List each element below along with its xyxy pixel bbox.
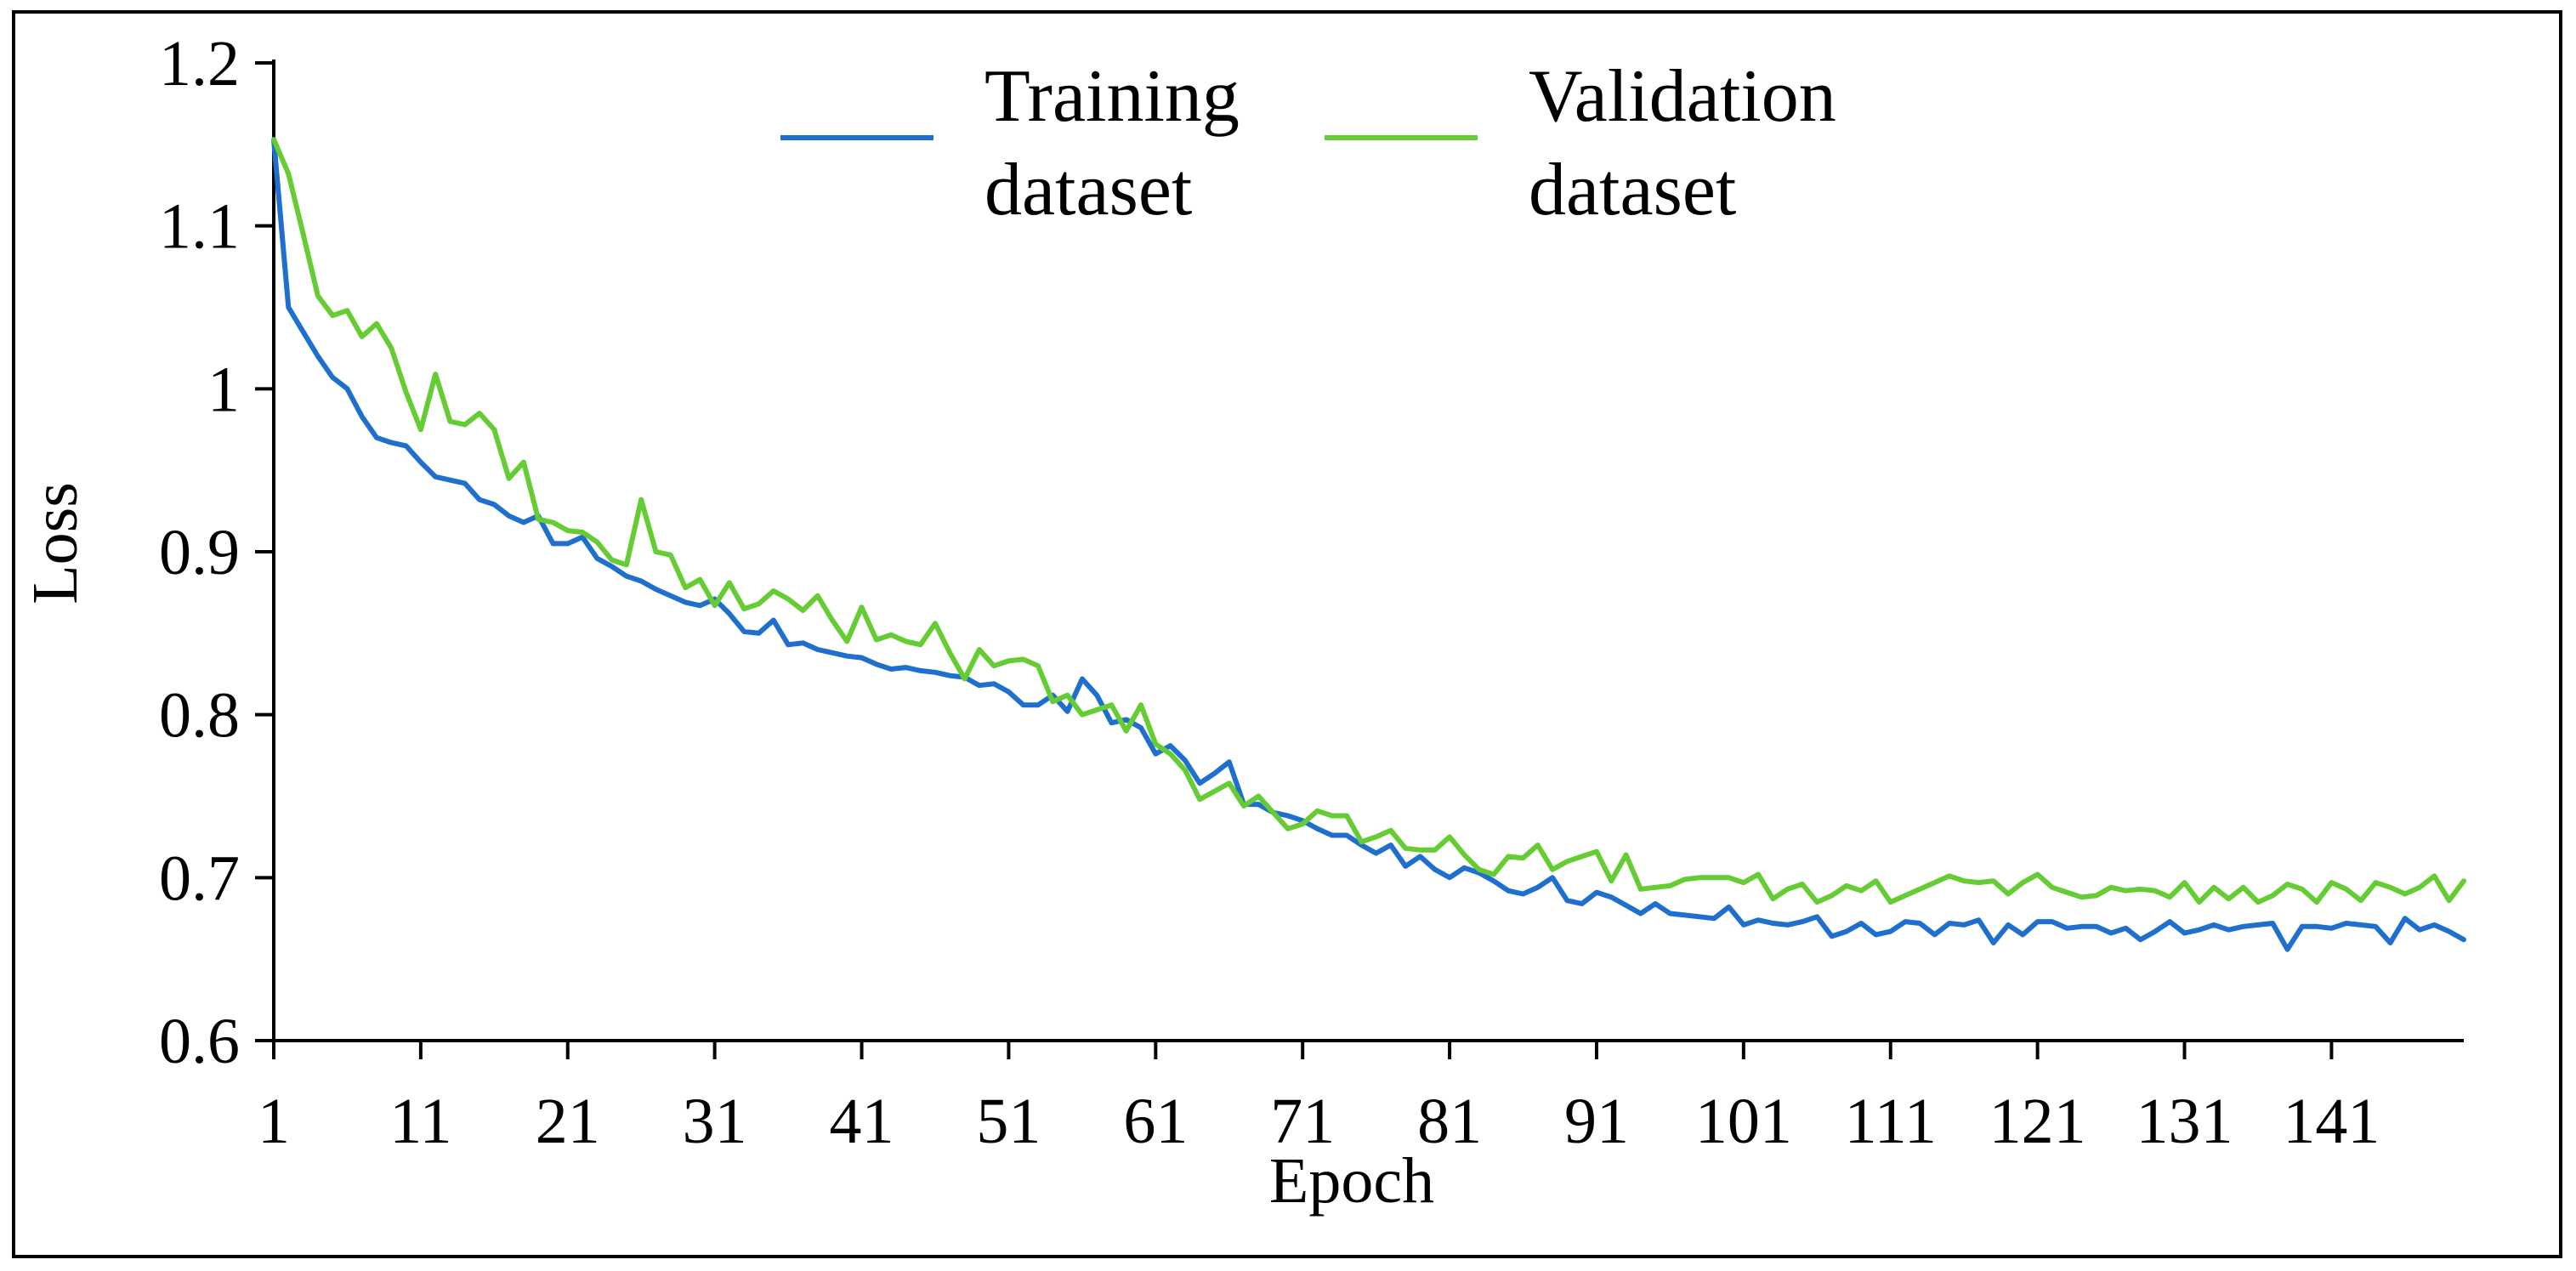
y-axis-label: Loss [20,482,91,604]
legend-label-training-dataset-line2: dataset [984,149,1192,231]
series-line-validation-dataset [271,137,2466,905]
x-tick-label: 91 [1564,1086,1629,1157]
legend: Training dataset Validation dataset [780,55,1836,231]
y-tick-label: 0.7 [159,843,240,914]
x-axis-label: Epoch [1269,1145,1434,1217]
y-tick-label: 1.1 [159,191,240,263]
x-tick-label: 141 [2283,1086,2380,1157]
ticks: 0.60.70.80.911.11.21 11 21 31 41 51 61 71 81 91 10… [159,28,2380,1157]
y-tick-label: 1.2 [159,28,240,99]
series-line-training-dataset [271,137,2466,952]
legend-label-training-dataset: Training [984,55,1240,138]
x-tick-label: 71 [1270,1086,1335,1157]
y-tick-label: 0.6 [159,1006,240,1077]
legend-label-validation-dataset: Validation [1529,55,1836,138]
x-tick-label: 21 [536,1086,600,1157]
x-tick-label: 111 [1845,1086,1937,1157]
loss-chart: 0.60.70.80.911.11.21 11 21 31 41 51 61 71 81 91 10… [20,28,2466,1217]
x-tick-label: 81 [1417,1086,1482,1157]
figure-frame: 0.6 0.7 0.8 0.9 1 1.1 1.2 1 11 21 31 41 51 61 71 81 91 10… [12,10,2562,1258]
x-tick-label: 31 [683,1086,747,1157]
legend-label-validation-dataset-line2: dataset [1529,149,1736,231]
x-tick-label: 1 [258,1086,290,1157]
series-group [271,137,2466,952]
x-tick-label: 61 [1123,1086,1188,1157]
x-tick-label: 131 [2136,1086,2233,1157]
y-tick-label: 0.8 [159,680,240,752]
x-tick-label: 41 [830,1086,894,1157]
x-tick-label: 11 [389,1086,451,1157]
y-tick-label: 0.9 [159,517,240,588]
y-tick-label: 1 [207,354,240,425]
x-tick-label: 121 [1989,1086,2086,1157]
x-tick-label: 51 [976,1086,1041,1157]
x-tick-label: 101 [1695,1086,1792,1157]
